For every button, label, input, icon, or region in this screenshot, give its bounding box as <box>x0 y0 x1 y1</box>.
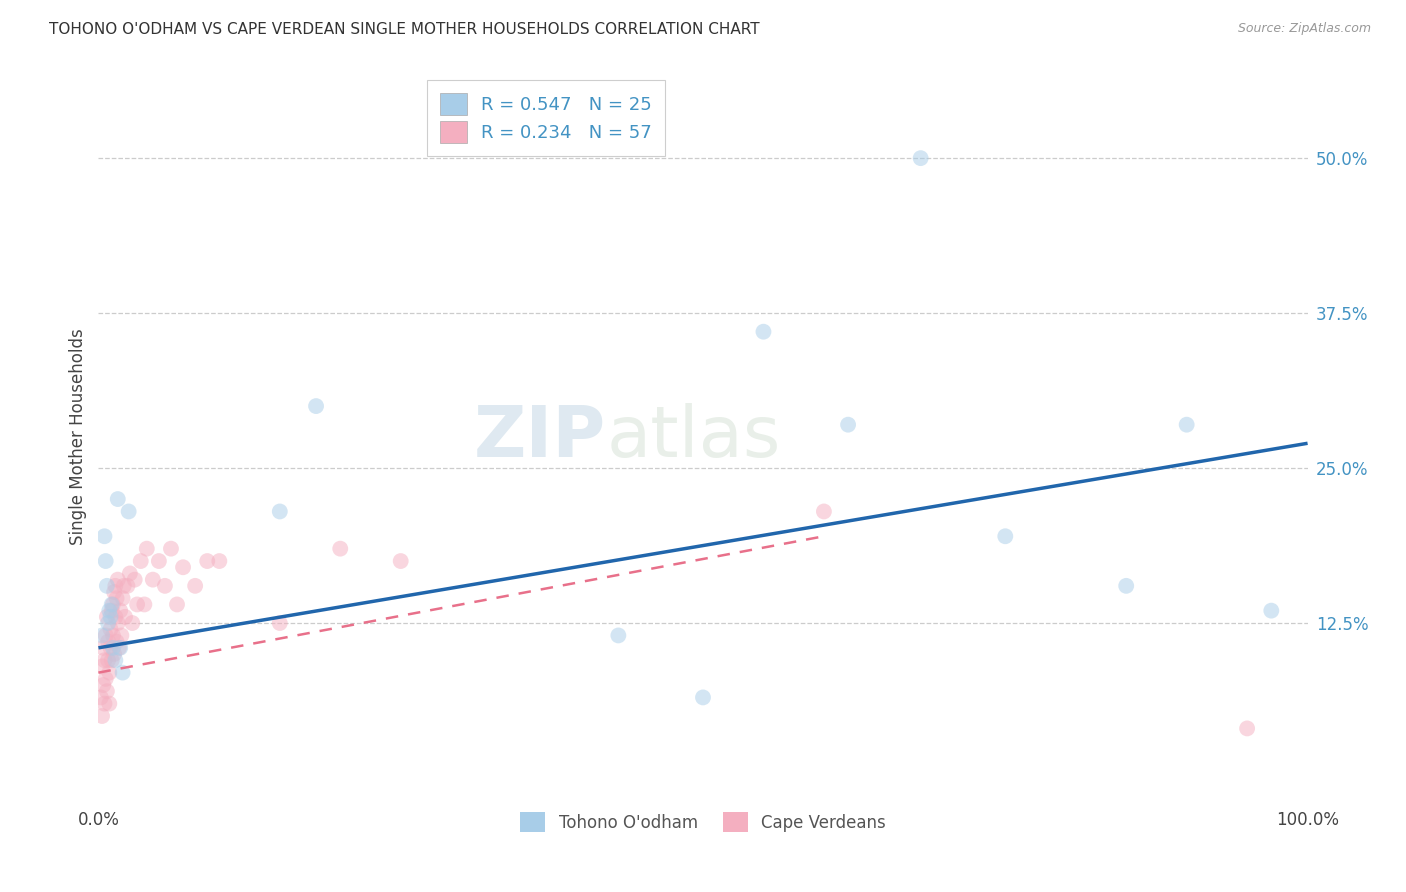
Cape Verdeans <box>1236 722 1258 736</box>
Cape Verdeans <box>195 554 218 568</box>
Cape Verdeans <box>108 640 131 655</box>
Cape Verdeans <box>91 659 114 673</box>
Tohono O'odham <box>96 579 118 593</box>
Cape Verdeans <box>111 591 134 606</box>
Cape Verdeans <box>94 672 117 686</box>
Tohono O'odham <box>692 690 714 705</box>
Tohono O'odham <box>107 491 129 506</box>
Cape Verdeans <box>93 697 115 711</box>
Cape Verdeans <box>101 598 124 612</box>
Cape Verdeans <box>117 579 139 593</box>
Tohono O'odham <box>111 665 134 680</box>
Cape Verdeans <box>148 554 170 568</box>
Cape Verdeans <box>166 598 188 612</box>
Cape Verdeans <box>129 554 152 568</box>
Cape Verdeans <box>98 665 121 680</box>
Cape Verdeans <box>94 628 117 642</box>
Tohono O'odham <box>101 640 124 655</box>
Tohono O'odham <box>1260 604 1282 618</box>
Cape Verdeans <box>105 634 128 648</box>
Tohono O'odham <box>305 399 328 413</box>
Y-axis label: Single Mother Households: Single Mother Households <box>69 329 87 545</box>
Cape Verdeans <box>269 615 291 630</box>
Tohono O'odham <box>1175 417 1198 432</box>
Tohono O'odham <box>118 504 141 518</box>
Tohono O'odham <box>607 628 630 642</box>
Cape Verdeans <box>114 610 136 624</box>
Cape Verdeans <box>160 541 183 556</box>
Cape Verdeans <box>108 604 131 618</box>
Cape Verdeans <box>142 573 165 587</box>
Cape Verdeans <box>172 560 194 574</box>
Cape Verdeans <box>127 598 149 612</box>
Cape Verdeans <box>97 634 120 648</box>
Text: TOHONO O'ODHAM VS CAPE VERDEAN SINGLE MOTHER HOUSEHOLDS CORRELATION CHART: TOHONO O'ODHAM VS CAPE VERDEAN SINGLE MO… <box>49 22 759 37</box>
Cape Verdeans <box>91 640 114 655</box>
Text: atlas: atlas <box>606 402 780 472</box>
Tohono O'odham <box>100 610 122 624</box>
Cape Verdeans <box>103 647 125 661</box>
Cape Verdeans <box>107 615 129 630</box>
Cape Verdeans <box>101 628 124 642</box>
Cape Verdeans <box>208 554 231 568</box>
Cape Verdeans <box>105 591 128 606</box>
Tohono O'odham <box>269 504 291 518</box>
Cape Verdeans <box>96 684 118 698</box>
Tohono O'odham <box>1115 579 1137 593</box>
Cape Verdeans <box>100 604 122 618</box>
Cape Verdeans <box>91 678 114 692</box>
Cape Verdeans <box>329 541 352 556</box>
Cape Verdeans <box>153 579 176 593</box>
Tohono O'odham <box>97 615 120 630</box>
Cape Verdeans <box>389 554 412 568</box>
Cape Verdeans <box>813 504 835 518</box>
Text: ZIP: ZIP <box>474 402 606 472</box>
Text: Source: ZipAtlas.com: Source: ZipAtlas.com <box>1237 22 1371 36</box>
Tohono O'odham <box>994 529 1017 543</box>
Tohono O'odham <box>104 653 127 667</box>
Tohono O'odham <box>837 417 859 432</box>
Cape Verdeans <box>93 653 115 667</box>
Tohono O'odham <box>98 604 121 618</box>
Cape Verdeans <box>97 653 120 667</box>
Tohono O'odham <box>752 325 775 339</box>
Cape Verdeans <box>134 598 156 612</box>
Cape Verdeans <box>135 541 157 556</box>
Cape Verdeans <box>100 622 122 636</box>
Cape Verdeans <box>100 653 122 667</box>
Tohono O'odham <box>910 151 932 165</box>
Cape Verdeans <box>118 566 141 581</box>
Tohono O'odham <box>91 628 114 642</box>
Cape Verdeans <box>107 573 129 587</box>
Tohono O'odham <box>108 640 131 655</box>
Cape Verdeans <box>124 573 146 587</box>
Tohono O'odham <box>100 598 122 612</box>
Cape Verdeans <box>90 690 112 705</box>
Cape Verdeans <box>112 579 135 593</box>
Cape Verdeans <box>104 610 127 624</box>
Cape Verdeans <box>91 709 114 723</box>
Tohono O'odham <box>94 554 117 568</box>
Cape Verdeans <box>98 697 121 711</box>
Tohono O'odham <box>93 529 115 543</box>
Cape Verdeans <box>100 640 122 655</box>
Cape Verdeans <box>104 579 127 593</box>
Legend: Tohono O'odham, Cape Verdeans: Tohono O'odham, Cape Verdeans <box>513 805 893 838</box>
Cape Verdeans <box>121 615 143 630</box>
Cape Verdeans <box>103 585 125 599</box>
Cape Verdeans <box>110 628 132 642</box>
Cape Verdeans <box>96 610 118 624</box>
Cape Verdeans <box>184 579 207 593</box>
